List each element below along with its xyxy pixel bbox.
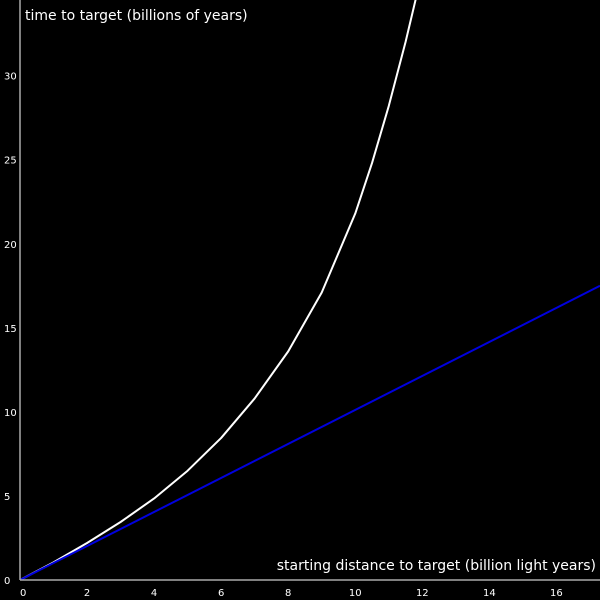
- x-axis-title: starting distance to target (billion lig…: [277, 558, 596, 574]
- x-tick-label: 8: [285, 588, 291, 599]
- y-tick-label: 15: [4, 324, 17, 335]
- y-tick-label: 25: [4, 156, 17, 167]
- x-tick-label: 6: [218, 588, 224, 599]
- x-tick-label: 2: [84, 588, 90, 599]
- x-tick-label: 12: [416, 588, 429, 599]
- y-tick-label: 30: [4, 72, 17, 83]
- plot-area: [20, 0, 600, 580]
- x-axis-ticks: 0 2 4 6 8 10 12 14 16: [20, 588, 563, 599]
- x-tick-label: 10: [349, 588, 362, 599]
- y-tick-label: 20: [4, 240, 17, 251]
- x-tick-label: 4: [151, 588, 157, 599]
- y-tick-label: 5: [4, 492, 10, 503]
- series-line-1: [20, 0, 417, 580]
- y-tick-label: 0: [4, 576, 10, 587]
- series-line-2: [20, 284, 600, 580]
- y-axis-title: time to target (billions of years): [25, 8, 248, 24]
- y-tick-label: 10: [4, 408, 17, 419]
- y-axis-ticks: 0 5 10 15 20 25 30: [4, 72, 17, 587]
- x-tick-label: 14: [483, 588, 496, 599]
- x-tick-label: 0: [20, 588, 26, 599]
- x-tick-label: 16: [550, 588, 563, 599]
